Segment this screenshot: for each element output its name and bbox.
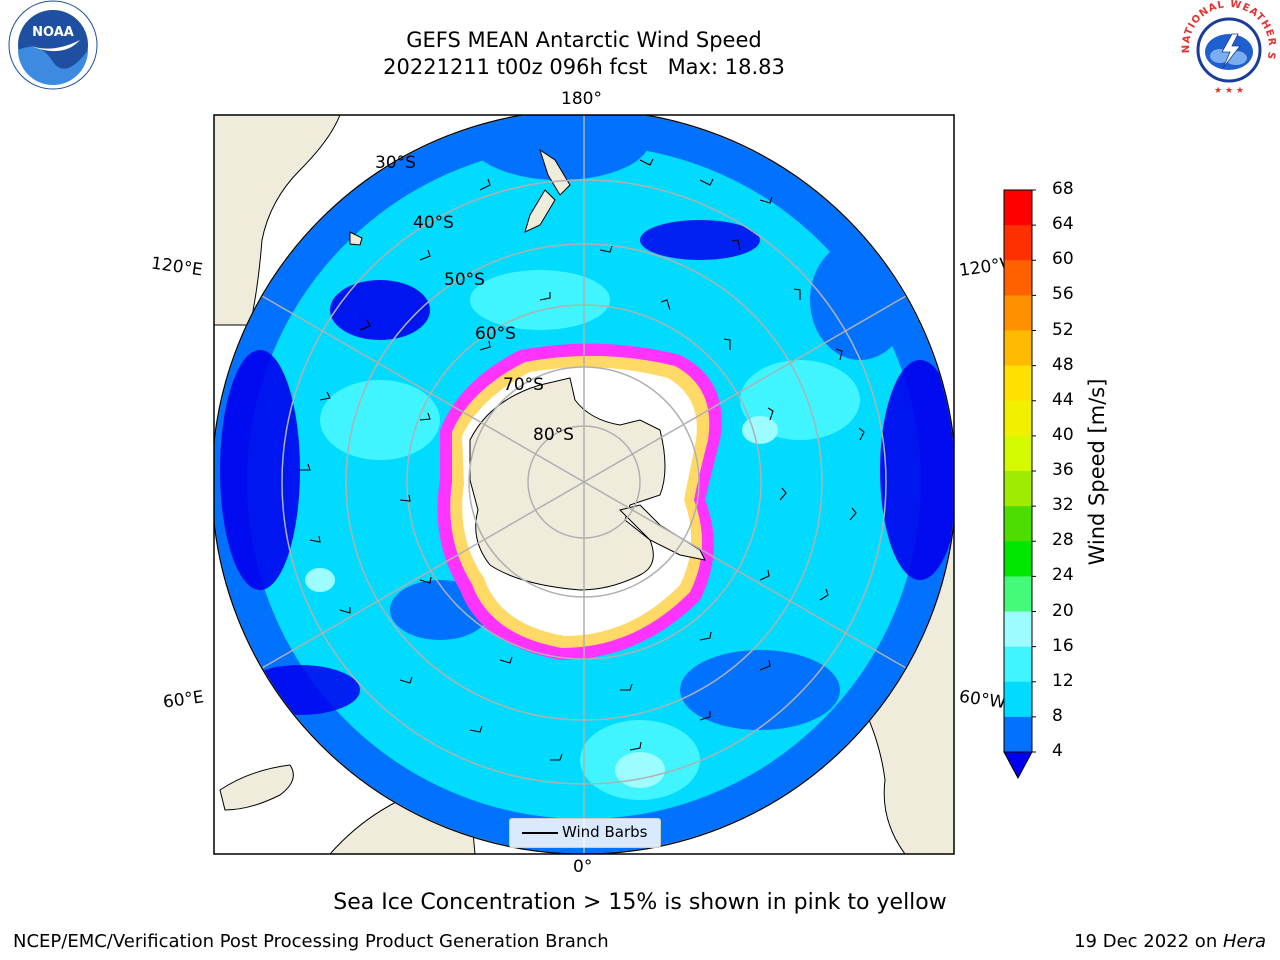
colorbar-segment [1004,681,1032,718]
lat-label-30s: 30°S [375,153,416,173]
antarctic-peninsula [619,504,706,561]
wind-barb-legend-line [522,832,558,834]
colorbar-tick-label: 8 [1052,705,1063,726]
chart-title: GEFS MEAN Antarctic Wind Speed [406,28,762,52]
nws-logo: NATIONAL WEATHER SERVICE ★ ★ ★ [1176,0,1276,96]
map-legend: Wind Barbs [509,818,661,848]
colorbar-segment [1004,225,1032,261]
colorbar-tick-label: 60 [1052,249,1074,270]
noaa-logo: NOAA [8,0,98,90]
lat-label-70s: 70°S [503,375,544,395]
chart-subtitle: 20221211 t00z 096h fcst Max: 18.83 [383,55,785,79]
colorbar-segment [1004,611,1032,648]
svg-text:NOAA: NOAA [32,25,74,40]
colorbar-segment [1004,506,1032,542]
antarctic-wind-map [213,114,955,855]
svg-text:★ ★ ★: ★ ★ ★ [1214,86,1244,96]
colorbar-segment [1004,190,1032,226]
colorbar-segment [1004,716,1032,753]
meridian-60e-120w [261,295,907,669]
new-zealand-north [539,148,571,196]
colorbar-tick-label: 16 [1052,635,1074,656]
colorbar-tick-label: 36 [1052,460,1074,480]
colorbar-tick-label: 56 [1052,284,1074,305]
new-zealand-south [524,189,556,233]
colorbar-extend-arrow [1003,751,1033,780]
colorbar-tick-label: 32 [1052,495,1074,516]
colorbar-segment [1004,471,1032,507]
colorbar-segment [1004,576,1032,612]
sea-ice-caption: Sea Ice Concentration > 15% is shown in … [333,890,947,915]
colorbar-tick-label: 20 [1052,600,1074,621]
colorbar [1003,189,1036,780]
colorbar-segment [1004,295,1032,331]
lat-label-50s: 50°S [444,270,485,290]
footer-machine: Hera [1222,931,1266,952]
wind-barbs [300,158,865,761]
colorbar-tick-label: 52 [1052,319,1074,340]
colorbar-tick-label: 28 [1052,530,1074,551]
lon-label-120e: 120°E [149,253,204,281]
lat-label-40s: 40°S [413,213,454,233]
colorbar-tick-label: 64 [1052,214,1074,235]
madagascar-landmass [219,764,294,811]
colorbar-segment [1004,435,1032,472]
lon-label-60e: 60°E [161,687,206,713]
legend-label: Wind Barbs [562,823,648,841]
colorbar-segment [1004,400,1032,437]
colorbar-segment [1004,260,1032,296]
lon-label-0: 0° [573,857,593,877]
antarctica [469,377,666,591]
colorbar-title: Wind Speed [m/s] [1085,378,1109,566]
footer-date-text: 19 Dec 2022 on [1074,931,1223,952]
australia-landmass [214,115,341,326]
colorbar-tick-label: 68 [1052,179,1074,199]
colorbar-segment [1004,330,1032,367]
colorbar-segment [1004,365,1032,402]
colorbar-tick-label: 24 [1052,565,1074,586]
colorbar-tick-label: 12 [1052,670,1074,691]
colorbar-segment [1004,646,1032,683]
lon-label-180: 180° [561,89,602,109]
colorbar-tick-label: 4 [1052,741,1063,761]
footer-date: 19 Dec 2022 on Hera [1074,931,1266,952]
colorbar-segment [1004,541,1032,577]
lat-label-60s: 60°S [475,324,516,344]
footer-credit: NCEP/EMC/Verification Post Processing Pr… [13,931,609,952]
lat-label-80s: 80°S [533,425,574,445]
graticule [214,115,954,854]
colorbar-tick-label: 44 [1052,389,1074,410]
map-frame [213,114,955,855]
colorbar-tick-label: 48 [1052,354,1074,375]
colorbar-tick-label: 40 [1052,424,1074,445]
